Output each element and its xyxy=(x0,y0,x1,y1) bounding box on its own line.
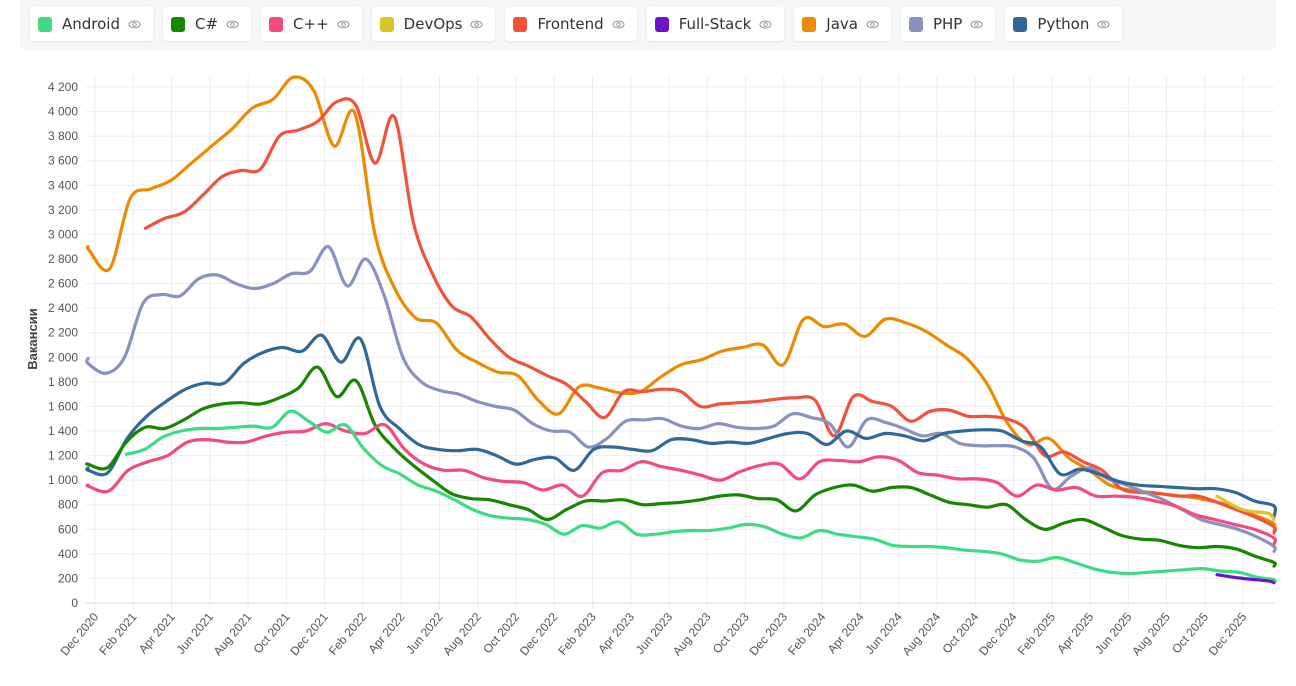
legend: Android C# C++ DevOps Frontend Full-Stack Java… xyxy=(30,7,1123,41)
series-line-full-stack[interactable] xyxy=(1215,573,1276,585)
y-tick-label: 1 600 xyxy=(48,399,78,413)
y-tick-label: 600 xyxy=(58,522,78,536)
x-tick-label: Aug 2025 xyxy=(1129,610,1173,659)
y-tick-label: 1 000 xyxy=(48,473,78,487)
series-line-android[interactable] xyxy=(124,409,1277,584)
x-tick-label: Apr 2021 xyxy=(136,610,178,657)
legend-label: Android xyxy=(62,15,120,33)
series-line-java[interactable] xyxy=(85,75,1277,534)
eye-icon[interactable] xyxy=(866,20,879,29)
legend-swatch xyxy=(908,16,923,32)
eye-icon[interactable] xyxy=(128,20,141,29)
y-tick-label: 3 200 xyxy=(48,203,78,217)
eye-icon[interactable] xyxy=(226,20,239,29)
legend-item-php[interactable]: PHP xyxy=(900,7,996,41)
legend-item-java[interactable]: Java xyxy=(794,7,891,41)
eye-icon[interactable] xyxy=(470,20,484,29)
eye-icon[interactable] xyxy=(970,20,983,29)
legend-item-devops[interactable]: DevOps xyxy=(371,7,496,41)
x-tick-label: Aug 2023 xyxy=(670,610,714,659)
x-tick-label: Feb 2022 xyxy=(326,610,370,658)
x-tick-label: Apr 2025 xyxy=(1054,610,1096,657)
legend-item-c-[interactable]: C++ xyxy=(261,7,362,41)
legend-label: DevOps xyxy=(403,15,463,33)
series-line-c-[interactable] xyxy=(84,365,1277,568)
legend-label: Frontend xyxy=(537,15,604,33)
legend-swatch xyxy=(379,16,394,32)
series-line-python[interactable] xyxy=(85,333,1278,519)
x-tick-label: Aug 2021 xyxy=(211,610,255,659)
y-axis-title: Вакансии xyxy=(25,308,40,369)
x-tick-label: Apr 2022 xyxy=(365,610,407,657)
series-line-c-[interactable] xyxy=(85,422,1277,546)
y-tick-label: 800 xyxy=(58,498,78,512)
x-tick-label: Feb 2025 xyxy=(1015,610,1059,658)
series-line-devops[interactable] xyxy=(1215,494,1276,522)
x-tick-label: Apr 2024 xyxy=(825,610,867,657)
y-tick-label: 3 600 xyxy=(48,154,78,168)
y-tick-label: 2 600 xyxy=(48,277,78,291)
x-tick-label: Dec 2022 xyxy=(517,610,561,659)
x-tick-label: Feb 2021 xyxy=(96,610,140,658)
legend-swatch xyxy=(802,16,817,32)
legend-label: Java xyxy=(826,15,858,33)
x-tick-label: Feb 2024 xyxy=(785,610,829,658)
x-tick-label: Dec 2025 xyxy=(1206,610,1250,659)
y-tick-label: 3 800 xyxy=(48,129,78,143)
legend-swatch xyxy=(269,16,284,32)
eye-icon[interactable] xyxy=(1097,20,1110,29)
y-tick-label: 4 200 xyxy=(48,80,78,94)
y-tick-label: 3 400 xyxy=(48,178,78,192)
legend-item-python[interactable]: Python xyxy=(1005,7,1123,41)
x-tick-label: Aug 2024 xyxy=(899,610,943,659)
y-tick-label: 3 000 xyxy=(48,227,78,241)
grid xyxy=(86,76,1274,609)
x-tick-label: Feb 2023 xyxy=(555,610,599,658)
y-axis: 0 200 400 600 800 1 000 1 200 1 400 1 600 1 800 2 … xyxy=(48,80,78,610)
series-line-frontend[interactable] xyxy=(143,97,1277,535)
y-tick-label: 2 800 xyxy=(48,252,78,266)
eye-icon[interactable] xyxy=(337,20,350,29)
legend-bar: Android C# C++ DevOps Frontend Full-Stack Java… xyxy=(20,0,1276,50)
y-tick-label: 4 000 xyxy=(48,105,78,119)
x-tick-label: Dec 2023 xyxy=(746,610,790,659)
legend-swatch xyxy=(513,16,528,32)
eye-icon[interactable] xyxy=(759,20,772,29)
legend-label: C# xyxy=(195,15,219,33)
legend-label: Python xyxy=(1037,15,1090,33)
legend-item-android[interactable]: Android xyxy=(30,7,153,41)
y-tick-label: 2 200 xyxy=(48,326,78,340)
y-tick-label: 200 xyxy=(58,571,78,585)
legend-label: Full-Stack xyxy=(678,15,752,33)
legend-swatch xyxy=(654,16,669,32)
legend-swatch xyxy=(171,16,185,32)
line-chart: 0 200 400 600 800 1 000 1 200 1 400 1 600 1 800 2 … xyxy=(25,75,1278,659)
y-tick-label: 2 400 xyxy=(48,301,78,315)
y-tick-label: 2 000 xyxy=(48,350,78,364)
legend-swatch xyxy=(38,16,52,32)
eye-icon[interactable] xyxy=(612,20,625,29)
x-tick-label: Dec 2020 xyxy=(58,610,102,659)
legend-label: PHP xyxy=(932,15,963,33)
y-tick-label: 1 200 xyxy=(48,449,78,463)
y-tick-label: 0 xyxy=(71,596,78,610)
y-tick-label: 1 800 xyxy=(48,375,78,389)
x-tick-label: Dec 2021 xyxy=(287,610,331,659)
legend-label: C++ xyxy=(293,15,329,33)
x-tick-label: Aug 2022 xyxy=(440,610,484,659)
y-tick-label: 1 400 xyxy=(48,424,78,438)
series-line-php[interactable] xyxy=(85,245,1277,553)
y-tick-label: 400 xyxy=(58,547,78,561)
legend-item-frontend[interactable]: Frontend xyxy=(505,7,637,41)
legend-item-full-stack[interactable]: Full-Stack xyxy=(646,7,785,41)
x-tick-label: Dec 2024 xyxy=(976,610,1020,659)
series-lines xyxy=(84,75,1278,585)
legend-swatch xyxy=(1013,16,1028,32)
x-tick-label: Apr 2023 xyxy=(595,610,637,657)
legend-item-c-[interactable]: C# xyxy=(163,7,252,41)
